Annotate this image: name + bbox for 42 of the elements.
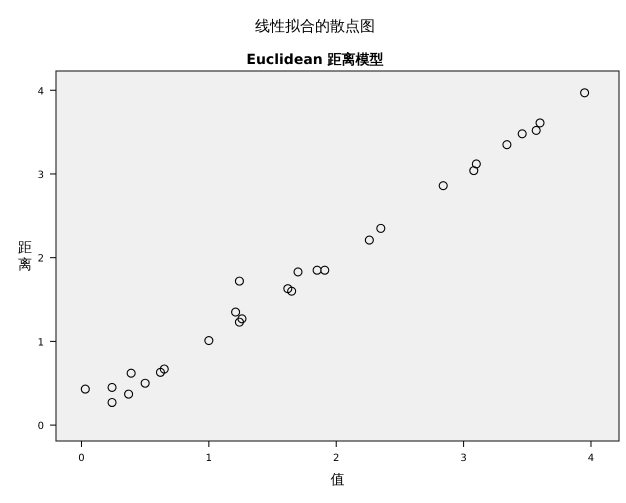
point: [124, 390, 134, 399]
point: [237, 314, 247, 324]
x-tick-label: 0: [78, 453, 85, 464]
point: [532, 126, 541, 135]
x-axis-title: 值: [330, 472, 344, 488]
point: [234, 276, 244, 286]
point: [312, 266, 322, 275]
point: [234, 318, 244, 327]
point: [140, 378, 150, 388]
point: [204, 336, 214, 346]
y-tick-label: 3: [38, 170, 44, 181]
x-tick-label: 4: [588, 453, 594, 464]
chart-subtitle: Euclidean 距离模型: [246, 51, 384, 68]
point: [320, 266, 330, 275]
point: [80, 384, 90, 394]
point: [160, 364, 169, 374]
point: [472, 159, 481, 168]
x-tick-label: 3: [460, 453, 467, 464]
point: [107, 382, 117, 392]
point: [231, 308, 240, 317]
point: [518, 129, 527, 138]
y-axis-title: 距离: [18, 240, 32, 273]
point: [502, 140, 512, 150]
y-tick-label: 2: [38, 254, 44, 265]
point: [580, 88, 590, 98]
point: [107, 398, 117, 408]
point: [469, 166, 478, 176]
point: [364, 236, 374, 245]
point: [376, 224, 386, 233]
point: [283, 284, 292, 294]
x-tick-label: 2: [333, 453, 340, 464]
y-tick-label: 1: [38, 337, 44, 348]
point: [126, 368, 136, 378]
point: [535, 118, 545, 128]
point: [293, 267, 303, 276]
y-tick-label: 0: [38, 421, 44, 432]
point: [287, 286, 296, 296]
y-tick-label: 4: [38, 86, 44, 98]
chart-title: 线性拟合的散点图: [255, 17, 375, 35]
point: [156, 368, 165, 377]
point: [438, 181, 448, 190]
x-tick-label: 1: [206, 453, 212, 464]
